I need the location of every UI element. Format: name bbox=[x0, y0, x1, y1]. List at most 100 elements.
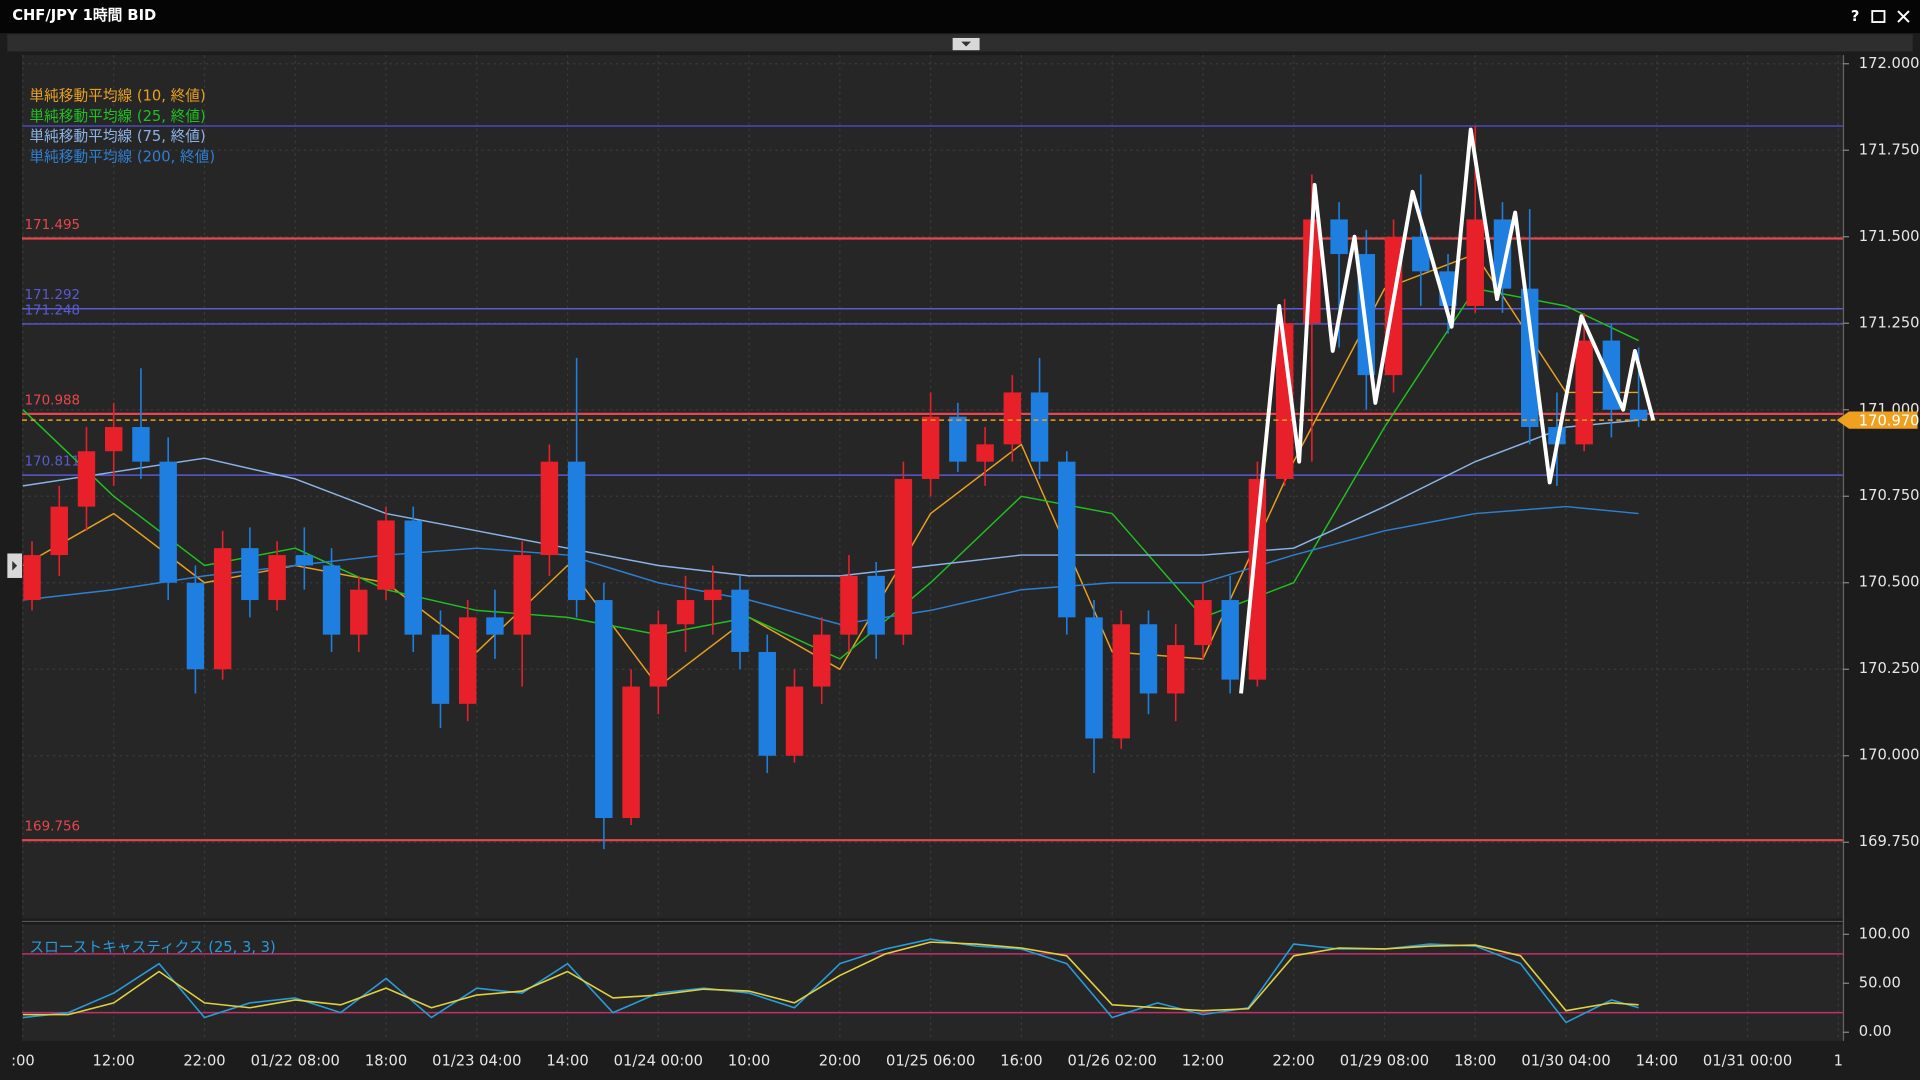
level-label: 171.495 bbox=[24, 218, 80, 233]
candle-body bbox=[1493, 219, 1512, 289]
candle-body bbox=[159, 461, 177, 583]
x-tick-label: 01/24 00:00 bbox=[614, 1053, 703, 1070]
x-tick-label: 01/22 08:00 bbox=[251, 1053, 340, 1070]
y-tick-label: 169.750 bbox=[1859, 833, 1920, 850]
moving-average-line bbox=[22, 505, 1639, 625]
moving-average-line bbox=[22, 419, 1639, 577]
level-label: 170.811 bbox=[24, 455, 80, 470]
candle-body bbox=[459, 617, 477, 704]
candle-body bbox=[295, 555, 314, 566]
candle-body bbox=[1629, 409, 1648, 421]
candle-body bbox=[268, 555, 286, 601]
y-tick-label: 170.750 bbox=[1859, 487, 1920, 504]
x-tick-label: 14:00 bbox=[1636, 1053, 1678, 1070]
candle-body bbox=[622, 686, 640, 819]
current-price-tag bbox=[1836, 411, 1918, 429]
legend-entry: 単純移動平均線 (10, 終値) bbox=[29, 88, 205, 105]
x-tick-label: 01/23 04:00 bbox=[432, 1053, 521, 1070]
x-tick-label: 16:00 bbox=[1000, 1053, 1042, 1070]
candle-body bbox=[350, 589, 368, 635]
candle-body bbox=[1058, 461, 1076, 618]
current-price-label: 170.970 bbox=[1859, 412, 1920, 429]
candle-body bbox=[1030, 392, 1049, 462]
candle-body bbox=[377, 520, 395, 590]
legend-entry: 単純移動平均線 (200, 終値) bbox=[29, 148, 215, 165]
y-tick-label: 171.750 bbox=[1859, 141, 1920, 158]
x-tick-label: 01/31 00:00 bbox=[1703, 1053, 1792, 1070]
oscillator-panel bbox=[22, 924, 1843, 1041]
close-button[interactable] bbox=[1897, 10, 1910, 23]
candle-body bbox=[50, 506, 68, 556]
level-label: 170.988 bbox=[24, 393, 80, 408]
x-tick-label: 1 bbox=[1834, 1053, 1843, 1070]
candle-body bbox=[1248, 478, 1267, 680]
candle-body bbox=[1003, 392, 1022, 445]
candle-body bbox=[540, 461, 559, 556]
moving-average-line bbox=[22, 287, 1639, 660]
candle-body bbox=[105, 427, 123, 452]
y-tick-label: 171.250 bbox=[1859, 314, 1920, 331]
candle-body bbox=[567, 461, 586, 601]
level-label: 171.292 bbox=[24, 288, 80, 303]
candle-body bbox=[1412, 236, 1430, 272]
side-toggle-icon bbox=[12, 560, 18, 571]
y-tick-label: 170.000 bbox=[1859, 747, 1920, 764]
candle-body bbox=[595, 600, 613, 819]
x-tick-label: 01/30 04:00 bbox=[1521, 1053, 1610, 1070]
candle-body bbox=[704, 589, 722, 601]
candle-body bbox=[1112, 624, 1130, 739]
legend-entry: 単純移動平均線 (75, 終値) bbox=[29, 128, 205, 145]
x-tick-label: :00 bbox=[11, 1053, 35, 1070]
candle-body bbox=[1166, 645, 1185, 694]
candle-body bbox=[23, 555, 41, 601]
candle-body bbox=[431, 634, 450, 704]
candle-body bbox=[513, 555, 531, 635]
candle-body bbox=[921, 416, 940, 479]
oscillator-tick-label: 0.00 bbox=[1859, 1023, 1892, 1040]
legend-entry: 単純移動平均線 (25, 終値) bbox=[29, 108, 205, 125]
y-tick-label: 170.500 bbox=[1859, 574, 1920, 591]
help-button[interactable]: ? bbox=[1851, 8, 1860, 25]
x-tick-label: 22:00 bbox=[1273, 1053, 1315, 1070]
candle-body bbox=[486, 617, 504, 635]
title-bar bbox=[0, 0, 1920, 34]
x-tick-label: 01/29 08:00 bbox=[1340, 1053, 1429, 1070]
candle-body bbox=[785, 686, 804, 756]
collapse-icon bbox=[961, 41, 972, 47]
candle-body bbox=[949, 416, 967, 462]
x-tick-label: 14:00 bbox=[546, 1053, 588, 1070]
candle-body bbox=[1575, 340, 1593, 445]
candle-body bbox=[1194, 600, 1212, 646]
candle-body bbox=[976, 444, 994, 462]
level-label: 171.248 bbox=[24, 303, 80, 318]
candle-body bbox=[867, 575, 885, 635]
candle-body bbox=[1520, 288, 1539, 428]
maximize-button[interactable] bbox=[1871, 10, 1886, 23]
oscillator-line bbox=[22, 941, 1639, 1016]
oscillator-tick-label: 50.00 bbox=[1859, 974, 1901, 991]
candle-body bbox=[1275, 323, 1294, 479]
price-panel bbox=[22, 55, 1843, 919]
x-tick-label: 22:00 bbox=[183, 1053, 225, 1070]
candle-body bbox=[77, 451, 96, 507]
candle-body bbox=[649, 624, 668, 687]
x-tick-label: 18:00 bbox=[365, 1053, 407, 1070]
candle-body bbox=[213, 548, 232, 670]
candle-body bbox=[676, 600, 695, 625]
y-tick-label: 171.500 bbox=[1859, 228, 1920, 245]
candle-body bbox=[1139, 624, 1158, 694]
x-tick-label: 12:00 bbox=[1182, 1053, 1224, 1070]
level-label: 169.756 bbox=[24, 820, 80, 835]
window-title: CHF/JPY 1時間 BID bbox=[12, 6, 156, 24]
y-tick-label: 170.250 bbox=[1859, 660, 1920, 677]
candle-body bbox=[186, 582, 205, 670]
candle-body bbox=[241, 548, 259, 601]
y-tick-label: 172.000 bbox=[1859, 55, 1920, 72]
candle-body bbox=[1085, 617, 1103, 739]
candle-body bbox=[322, 565, 341, 635]
candle-body bbox=[1330, 219, 1348, 255]
candle-body bbox=[1221, 600, 1239, 680]
oscillator-tick-label: 100.00 bbox=[1859, 925, 1910, 942]
